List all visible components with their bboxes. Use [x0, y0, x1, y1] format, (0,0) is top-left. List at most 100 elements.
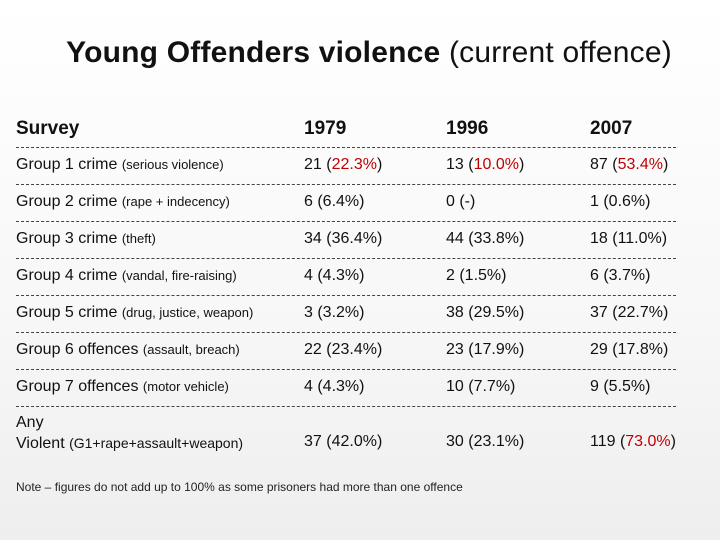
value-1996: 10 (7.7%): [446, 378, 515, 396]
value-1996: 13 (10.0%): [446, 156, 524, 174]
row-label: Group 4 crime (vandal, fire-raising): [16, 267, 237, 285]
value-1979-pre: 34 (36.4%): [304, 230, 383, 247]
table-row: Group 1 crime (serious violence) 21 (22.3…: [16, 148, 676, 185]
table-row: Group 3 crime (theft) 34 (36.4%) 44 (33.8%…: [16, 222, 676, 259]
value-2007: 37 (22.7%): [590, 304, 668, 322]
value-1979: 21 (22.3%): [304, 156, 382, 174]
value-1996: 0 (-): [446, 193, 475, 211]
row-label: Group 6 offences (assault, breach): [16, 341, 240, 359]
row-label-main: Group 4 crime: [16, 267, 118, 284]
value-1979: 34 (36.4%): [304, 230, 382, 248]
row-label-sub: (rape + indecency): [121, 194, 230, 209]
row-divider: [16, 295, 676, 296]
row-label: Group 5 crime (drug, justice, weapon): [16, 304, 253, 322]
header-2007: 2007: [590, 118, 633, 139]
row-label-sub: (serious violence): [121, 157, 224, 172]
row-divider: [16, 406, 676, 407]
title-rest: (current offence): [448, 36, 672, 69]
row-label-main: Group 1 crime: [16, 156, 118, 173]
row-label-main: Group 6 offences: [16, 341, 139, 358]
value-1979-post: ): [376, 156, 383, 173]
value-2007-pre: 6 (3.7%): [590, 267, 651, 284]
any-line2-main: Violent: [16, 435, 65, 452]
value-1979: 3 (3.2%): [304, 304, 364, 322]
footnote: Note – figures do not add up to 100% as …: [16, 480, 463, 494]
value-2007-pre: 18 (11.0%): [590, 230, 668, 247]
value-2007: 87 (53.4%): [590, 156, 668, 174]
row-label-main: Group 5 crime: [16, 304, 118, 321]
header-1979: 1979: [304, 118, 347, 139]
row-label-sub: (drug, justice, weapon): [121, 305, 254, 320]
value-1979-pre: 22 (23.4%): [304, 341, 383, 358]
value-2007: 9 (5.5%): [590, 378, 650, 396]
any-2007-pre: 119 (: [590, 433, 626, 450]
value-1979-pre: 6 (6.4%): [304, 193, 365, 210]
title-bold: Young Offenders violence: [66, 36, 441, 69]
table-row: Group 7 offences (motor vehicle) 4 (4.3%)…: [16, 370, 676, 407]
value-1979-pre: 3 (3.2%): [304, 304, 365, 321]
row-label: Group 2 crime (rape + indecency): [16, 193, 230, 211]
row-divider: [16, 332, 676, 333]
row-label-main: Group 2 crime: [16, 193, 118, 210]
value-2007: 29 (17.8%): [590, 341, 668, 359]
row-label-sub: (theft): [121, 231, 156, 246]
row-label-sub: (vandal, fire-raising): [121, 268, 237, 283]
value-2007-hi: 53.4%: [617, 156, 663, 173]
value-2007-pre: 29 (17.8%): [590, 341, 669, 358]
row-divider: [16, 184, 676, 185]
value-1996-pre: 10 (7.7%): [446, 378, 516, 395]
value-1979: 4 (4.3%): [304, 378, 364, 396]
row-label-main: Group 7 offences: [16, 378, 139, 395]
offence-table: Survey 1979 1996 2007 Group 1 crime (ser…: [16, 112, 676, 467]
value-2007: 18 (11.0%): [590, 230, 667, 248]
value-1996-pre: 2 (1.5%): [446, 267, 507, 284]
value-1979: 22 (23.4%): [304, 341, 382, 359]
value-2007: 1 (0.6%): [590, 193, 650, 211]
any-2007-highlight: 73.0%: [625, 433, 671, 450]
row-label: Group 1 crime (serious violence): [16, 156, 224, 174]
any-1979-value: 37 (42.0%): [304, 433, 383, 450]
any-2007-post: ): [670, 433, 676, 450]
table-header: Survey 1979 1996 2007: [16, 112, 676, 148]
value-2007-pre: 9 (5.5%): [590, 378, 651, 395]
value-1979: 6 (6.4%): [304, 193, 364, 211]
header-1996: 1996: [446, 118, 489, 139]
row-label-sub: (motor vehicle): [142, 379, 229, 394]
value-1979-hi: 22.3%: [331, 156, 377, 173]
value-2007-pre: 1 (0.6%): [590, 193, 651, 210]
value-2007-post: ): [662, 156, 669, 173]
value-2007: 6 (3.7%): [590, 267, 650, 285]
value-1979: 4 (4.3%): [304, 267, 364, 285]
value-1979-pre: 21 (: [304, 156, 332, 173]
value-1996-pre: 13 (: [446, 156, 474, 173]
value-2007-pre: 87 (: [590, 156, 618, 173]
value-1996-post: ): [518, 156, 525, 173]
value-2007-pre: 37 (22.7%): [590, 304, 669, 321]
value-1996-pre: 0 (-): [446, 193, 476, 210]
any-line1: Any: [16, 414, 44, 431]
any-line2-sub: (G1+rape+assault+weapon): [69, 435, 244, 451]
row-label: Group 7 offences (motor vehicle): [16, 378, 229, 396]
any-2007-value: 119 (73.0%): [590, 433, 676, 451]
table-row: Group 2 crime (rape + indecency) 6 (6.4%)…: [16, 185, 676, 222]
value-1996: 2 (1.5%): [446, 267, 506, 285]
value-1996-pre: 23 (17.9%): [446, 341, 525, 358]
value-1996: 44 (33.8%): [446, 230, 524, 248]
row-divider: [16, 369, 676, 370]
slide-title: Young Offenders violence (current offenc…: [0, 36, 720, 70]
row-label-main: Group 3 crime: [16, 230, 118, 247]
table-body: Group 1 crime (serious violence) 21 (22.3…: [16, 148, 676, 407]
row-divider: [16, 147, 676, 148]
table-row: Group 4 crime (vandal, fire-raising) 4 (4…: [16, 259, 676, 296]
value-1979-pre: 4 (4.3%): [304, 378, 365, 395]
value-1979-pre: 4 (4.3%): [304, 267, 365, 284]
header-survey: Survey: [16, 118, 80, 139]
table-row-any-violent: Any Violent (G1+rape+assault+weapon) 37 …: [16, 407, 676, 467]
any-violent-label: Any Violent (G1+rape+assault+weapon): [16, 413, 243, 454]
any-1996-value: 30 (23.1%): [446, 433, 525, 450]
row-divider: [16, 221, 676, 222]
row-label-sub: (assault, breach): [142, 342, 240, 357]
row-divider: [16, 258, 676, 259]
value-1996-hi: 10.0%: [473, 156, 519, 173]
table-row: Group 5 crime (drug, justice, weapon) 3 (…: [16, 296, 676, 333]
